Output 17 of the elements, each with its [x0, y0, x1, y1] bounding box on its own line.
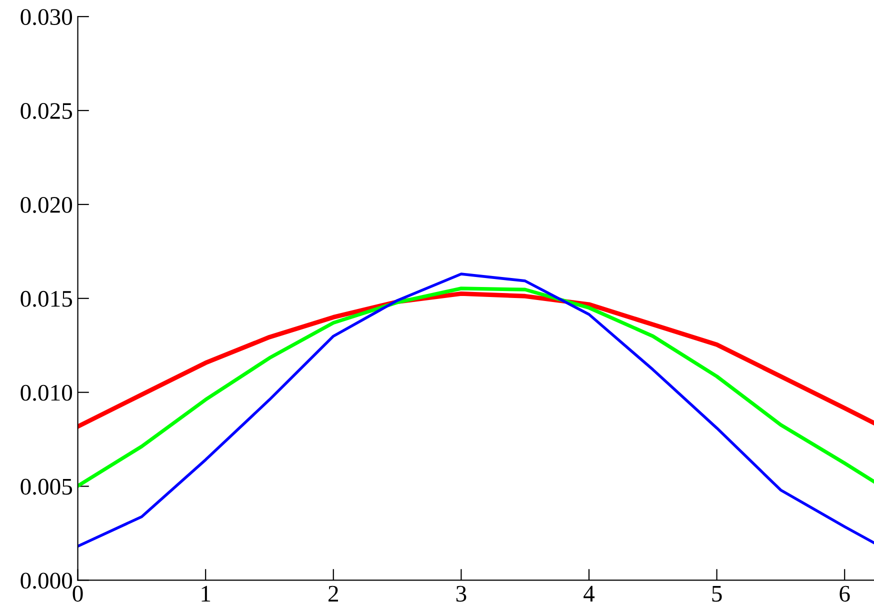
line-series [78, 291, 874, 429]
y-tick-label: 0.020 [20, 196, 72, 213]
y-tick-label: 0.030 [20, 9, 72, 26]
y-tick-label: 0.015 [20, 290, 72, 307]
x-tick-label: 1 [202, 586, 210, 602]
x-tick-label: 3 [456, 586, 466, 602]
x-tick-label: 5 [712, 586, 722, 602]
y-tick-label: 0.000 [20, 572, 72, 589]
x-tick-label: 4 [584, 586, 595, 602]
y-tick-label: 0.005 [20, 478, 72, 495]
x-tick-label: 2 [328, 586, 338, 602]
y-tick-label: 0.025 [20, 103, 72, 120]
line-series [78, 286, 874, 488]
line-series [78, 272, 874, 548]
x-tick-label: 6 [840, 586, 850, 602]
y-tick-label: 0.010 [20, 384, 72, 401]
x-tick-label: 0 [72, 586, 83, 602]
